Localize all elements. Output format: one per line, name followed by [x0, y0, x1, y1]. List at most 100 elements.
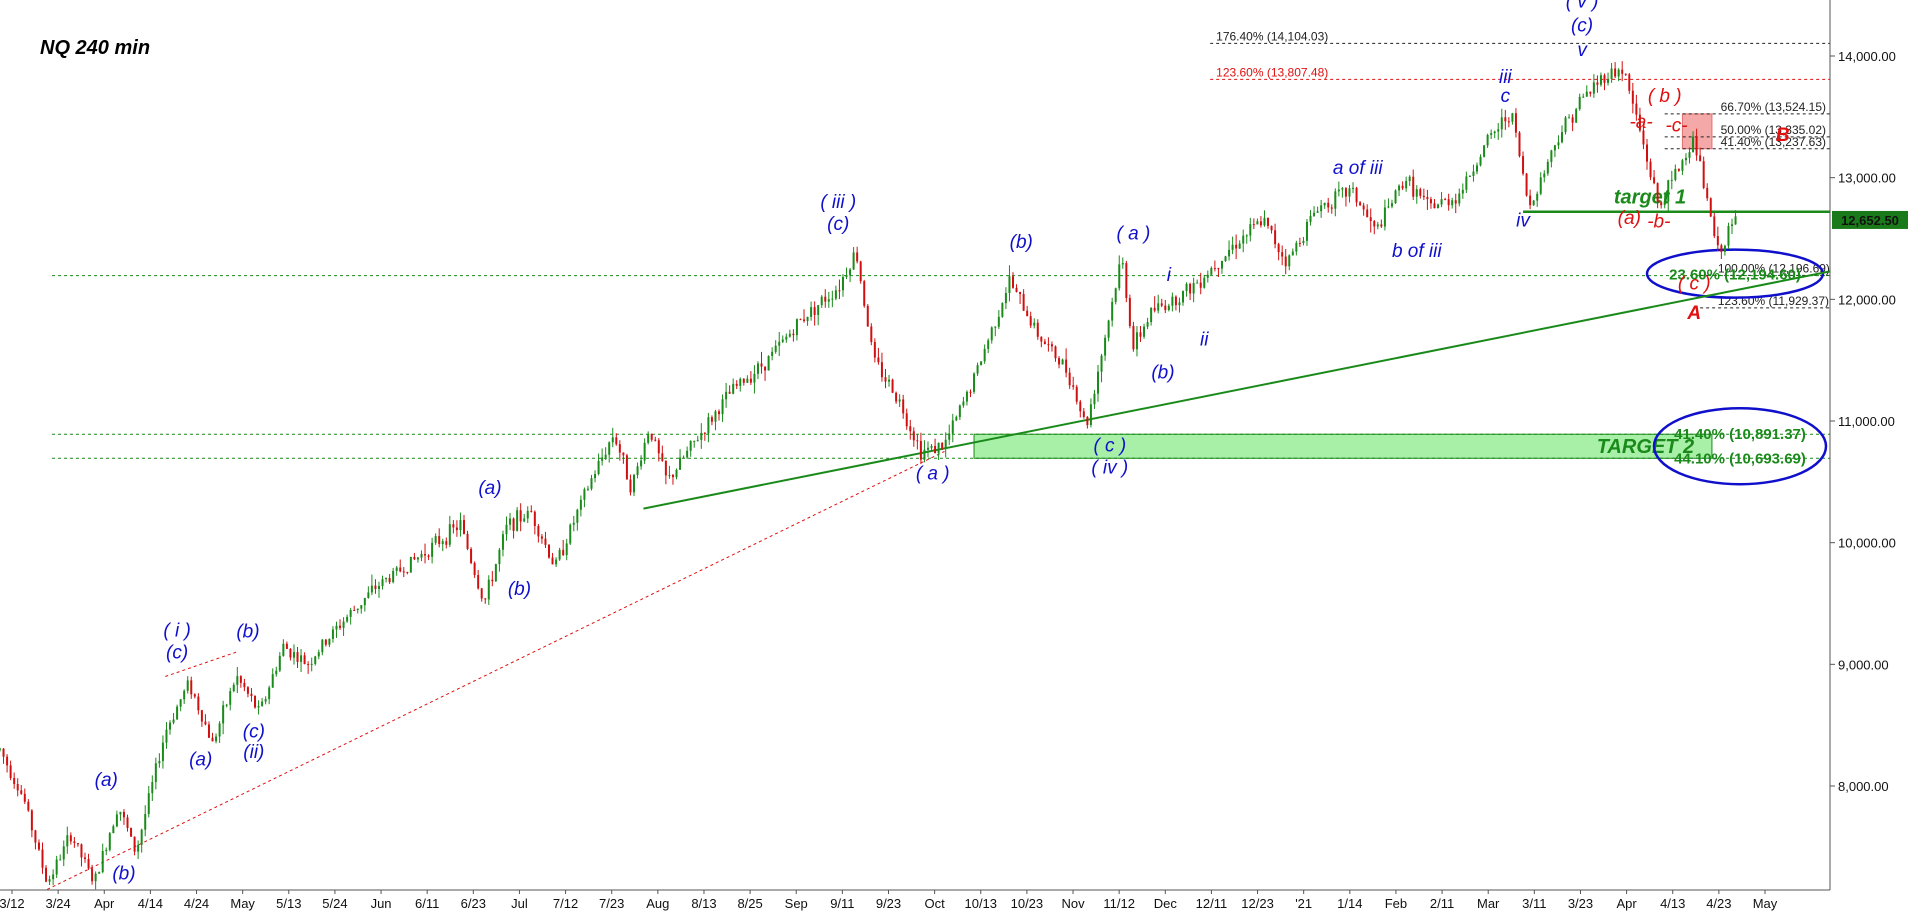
candle-body [1263, 217, 1266, 226]
candle-body [785, 336, 788, 340]
candle-body [222, 705, 225, 724]
candle-body [1323, 202, 1326, 206]
candle-body [1104, 337, 1107, 356]
candle-body [633, 474, 636, 493]
candle-body [137, 844, 140, 852]
candle-body [1036, 322, 1039, 337]
price-tick-label: 12,000.00 [1838, 292, 1896, 307]
candle-body [1646, 144, 1648, 162]
candle-body [873, 342, 876, 358]
candle-body [151, 782, 154, 794]
candle-body [98, 872, 101, 874]
candle-body [693, 440, 696, 442]
time-tick-label: 7/12 [553, 896, 578, 911]
candle-body [310, 663, 313, 665]
candle-body [1635, 103, 1638, 115]
candle-body [516, 510, 519, 531]
candle-body [441, 541, 444, 545]
wave-label: ( iv ) [1091, 457, 1128, 478]
candle-body [1585, 91, 1588, 97]
candle-body [388, 578, 391, 583]
candle-body [1557, 142, 1560, 146]
candle-body [1320, 205, 1323, 212]
candle-body [0, 748, 1, 750]
candle-body [1401, 185, 1404, 189]
candle-body [1004, 293, 1007, 304]
candle-body [1001, 303, 1004, 317]
current-price-label: 12,652.50 [1841, 213, 1899, 228]
candle-body [1631, 90, 1634, 104]
candle-body [997, 316, 1000, 327]
candle-body [1050, 344, 1053, 347]
candle-body [246, 687, 249, 694]
candle-body [948, 433, 951, 440]
candle-body [1139, 332, 1142, 337]
candle-body [307, 664, 310, 666]
candle-body [342, 621, 345, 628]
candle-body [1089, 404, 1092, 426]
candle-body [1206, 274, 1209, 278]
candle-body [555, 559, 558, 565]
candle-body [1284, 256, 1287, 267]
target1-label: target 1 [1614, 187, 1686, 209]
candle-body [1731, 224, 1734, 227]
price-tick-label: 8,000.00 [1838, 779, 1889, 794]
time-tick-label: 12/23 [1241, 896, 1274, 911]
candle-body [1486, 134, 1489, 146]
candle-body [530, 510, 533, 512]
wave-label: ( a ) [1117, 224, 1151, 245]
candle-body [1670, 179, 1673, 181]
candle-body [1716, 236, 1719, 246]
candle-body [1688, 152, 1691, 158]
candle-body [356, 608, 359, 611]
candle-body [1522, 156, 1525, 174]
candle-body [1692, 136, 1695, 153]
candle-body [1075, 386, 1078, 402]
candle-body [339, 625, 342, 628]
fib-label: 100.00% (12,196.69) [1718, 261, 1830, 275]
candle-body [558, 549, 561, 560]
candle-body [353, 609, 356, 611]
candle-body [994, 326, 997, 328]
candle-body [1387, 206, 1390, 208]
candle-body [1189, 283, 1192, 294]
price-tick-label: 13,000.00 [1838, 171, 1896, 186]
candle-body [1313, 212, 1316, 216]
candle-body [576, 509, 579, 523]
candle-body [1097, 371, 1099, 394]
candle-body [1539, 177, 1542, 194]
candle-body [1125, 263, 1128, 299]
candle-body [1529, 195, 1532, 206]
candle-body [1571, 117, 1574, 123]
time-tick-label: 3/11 [1522, 896, 1546, 911]
candle-body [1153, 307, 1156, 311]
wave-label: -a- [1629, 112, 1652, 133]
candle-body [381, 579, 384, 586]
candle-body [1167, 305, 1170, 311]
candle-body [951, 420, 954, 434]
candle-body [1288, 255, 1291, 267]
candle-body [1437, 204, 1440, 209]
candle-body [803, 319, 806, 322]
candle-body [1228, 249, 1231, 257]
candle-body [916, 440, 919, 442]
candle-body [420, 554, 423, 558]
trendlines-layer [47, 270, 1831, 890]
candle-body [1182, 291, 1185, 303]
candle-body [1702, 161, 1705, 188]
candle-body [718, 411, 721, 415]
candle-body [795, 319, 798, 336]
candle-body [1259, 221, 1262, 226]
candle-body [1653, 177, 1656, 184]
candle-body [838, 290, 841, 292]
candle-body [1390, 203, 1393, 207]
candle-body [1298, 242, 1301, 244]
candle-body [788, 333, 791, 337]
candle-body [154, 763, 157, 783]
wave-label: iv [1516, 210, 1531, 231]
candle-body [1536, 193, 1539, 201]
candle-body [732, 383, 735, 394]
candle-body [1511, 113, 1514, 122]
candle-body [1150, 307, 1153, 323]
candle-body [764, 366, 767, 371]
